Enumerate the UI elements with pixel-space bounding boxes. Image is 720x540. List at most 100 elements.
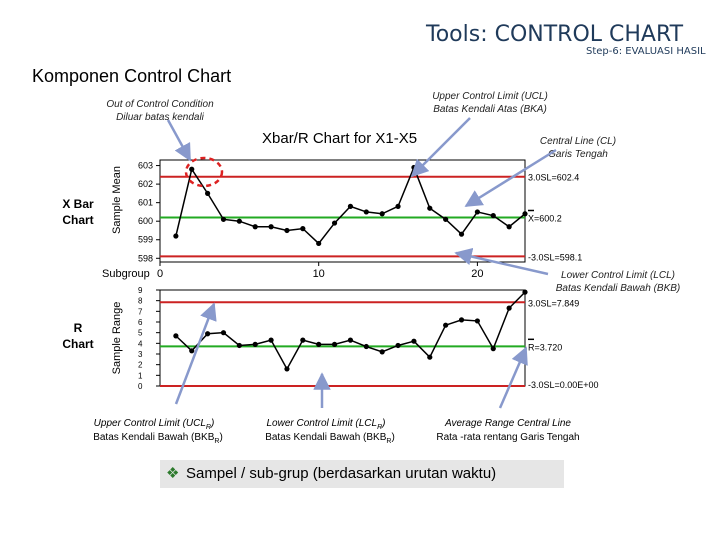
xbar-ytick-label: 603: [138, 161, 153, 171]
r-data-point: [316, 341, 322, 347]
r-data-point: [205, 331, 211, 337]
xbar-data-point: [331, 220, 338, 226]
xbar-lcl-label: -3.0SL=598.1: [528, 252, 582, 262]
r-ucl-label: 3.0SL=7.849: [528, 298, 579, 308]
r-chart-label-line1: R: [73, 321, 83, 335]
note-ucl-line1: Upper Control Limit (UCL): [432, 91, 548, 102]
xbar-ytick-label: 599: [138, 235, 153, 245]
r-data-point: [268, 337, 274, 343]
xbar-data-point: [474, 209, 480, 215]
r-chart-label: R Chart: [54, 320, 102, 352]
r-data-point: [347, 337, 354, 343]
r-chart: 0 12 3 45 6 78 9 3.0SL=7.849 R=3.720 -3.0SL=0.00E…: [138, 286, 599, 391]
r-center-label: R=3.720: [528, 342, 562, 352]
out-of-control-circle: [184, 156, 224, 188]
note-avg-range-line2: Rata -rata rentang Garis Tengah: [436, 432, 579, 443]
xbar-xtick-label: 10: [313, 268, 325, 280]
note-lcl-line1: Lower Control Limit (LCL): [561, 270, 675, 281]
r-data-point: [458, 317, 465, 323]
xbar-data-point: [522, 211, 528, 217]
arrow-avg-range: [498, 346, 528, 409]
r-ytick-label: 7: [138, 307, 143, 316]
note-out-of-control-line2: Diluar batas kendali: [116, 112, 204, 123]
xbar-chart-label: X Bar Chart: [52, 196, 104, 228]
r-data-point: [379, 349, 385, 355]
xbar-ytick-label: 601: [138, 198, 153, 208]
r-data-point: [506, 305, 512, 311]
note-lcl-r-line1: Lower Control Limit (LCLR): [266, 418, 385, 431]
xbar-data-point: [236, 218, 242, 224]
note-lcl-line2: Batas Kendali Bawah (BKB): [555, 283, 681, 294]
chart-title: Xbar/R Chart for X1-X5: [262, 130, 418, 147]
r-data-point: [395, 342, 401, 349]
r-data-point: [427, 354, 433, 360]
xbar-xtick-label: 0: [157, 268, 163, 280]
xbar-data-point: [458, 231, 465, 237]
xbar-plot-frame: [159, 159, 526, 263]
r-data-point: [284, 366, 290, 372]
r-ytick-label: 8: [138, 297, 143, 306]
r-ytick-label: 3: [138, 350, 143, 359]
arrow-central-line: [464, 148, 557, 208]
note-lcl-r-line2: Batas Kendali Bawah (BKBR): [265, 432, 395, 445]
r-data-point: [411, 338, 417, 344]
note-central-line-line1: Central Line (CL): [539, 136, 617, 147]
xbar-data-point: [284, 227, 290, 234]
xbar-axis-title: Sample Mean: [111, 166, 123, 234]
xbar-chart-label-line2: Chart: [62, 213, 94, 227]
r-data-point: [522, 289, 528, 295]
diamond-bullet-icon: ❖: [166, 465, 180, 482]
subgroup-label: Subgroup: [102, 268, 150, 280]
r-ytick-label: 5: [138, 329, 143, 338]
xbar-xtick-label: 20: [471, 268, 483, 280]
xbar-data-point: [268, 224, 274, 230]
xbar-data-point: [252, 224, 258, 230]
r-ytick-label: 4: [138, 339, 143, 348]
r-data-point: [236, 342, 242, 349]
xbar-data-point: [395, 203, 401, 209]
r-lcl-label: -3.0SL=0.00E+00: [528, 380, 599, 390]
xbar-data-point: [173, 233, 179, 239]
xbar-ytick-label: 600: [138, 216, 153, 226]
xbar-data-point: [205, 190, 211, 196]
r-axis-title: Sample Range: [111, 302, 123, 375]
r-data-point: [490, 346, 496, 352]
r-data-point: [300, 337, 306, 343]
bottom-note-bar: [160, 460, 564, 488]
xbar-data-point: [363, 209, 369, 215]
xbar-data-point: [347, 203, 354, 209]
xbar-ucl-label: 3.0SL=602.4: [528, 173, 579, 183]
note-out-of-control-line1: Out of Control Condition: [106, 99, 214, 110]
note-ucl: Upper Control Limit (UCL) Batas Kendali …: [418, 90, 562, 116]
xbar-data-point: [300, 226, 306, 232]
note-avg-range-line1: Average Range Central Line: [444, 418, 571, 429]
r-data-point: [173, 333, 179, 339]
xbar-data-point: [427, 205, 433, 211]
note-ucl-r-line1: Upper Control Limit (UCLR): [94, 418, 215, 431]
note-central-line-line2: Garis Tengah: [548, 149, 608, 160]
bottom-note-text: Sampel / sub-grup (berdasarkan urutan wa…: [186, 465, 497, 482]
r-series-line: [175, 291, 526, 371]
r-data-point: [252, 341, 258, 347]
xbar-data-point: [490, 213, 496, 219]
r-data-point: [474, 318, 480, 324]
r-data-point: [363, 343, 369, 350]
xbar-data-point: [411, 164, 417, 171]
xbar-data-point: [379, 211, 385, 217]
arrow-ucl-r: [174, 302, 217, 405]
xbar-data-point: [506, 224, 512, 230]
note-ucl-r-line2: Batas Kendali Bawah (BKBR): [93, 432, 223, 445]
xbar-chart-label-line1: X Bar: [62, 197, 94, 211]
arrow-ucl: [410, 117, 471, 178]
r-data-point: [331, 341, 338, 347]
header-step: Step-6: EVALUASI HASIL: [586, 46, 706, 57]
xbar-data-point: [189, 166, 195, 172]
xbar-ytick-label: 598: [138, 253, 153, 263]
section-title: Komponen Control Chart: [32, 66, 232, 86]
r-chart-label-line2: Chart: [62, 337, 94, 351]
note-lcl: Lower Control Limit (LCL) Batas Kendali …: [544, 269, 692, 295]
r-data-point: [443, 322, 449, 328]
r-ytick-label: 2: [138, 361, 143, 370]
xbar-data-point: [220, 216, 227, 222]
